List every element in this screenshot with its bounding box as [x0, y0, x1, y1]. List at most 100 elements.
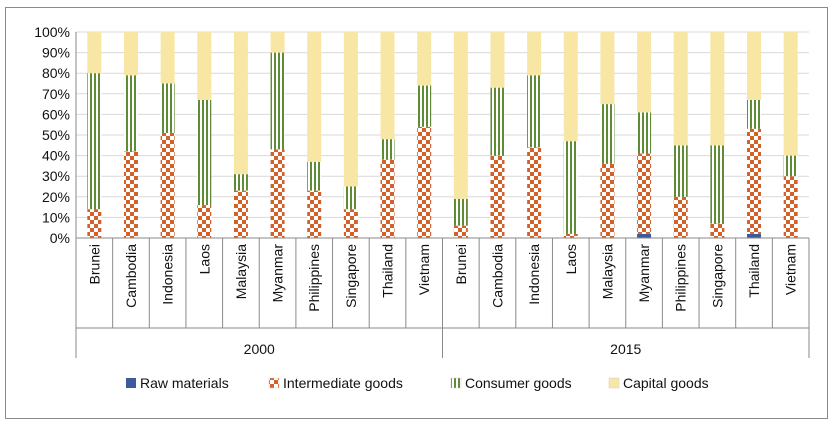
bar-consumer-2015-cambodia	[490, 87, 505, 156]
bar-capital-2015-vietnam	[783, 32, 798, 156]
bar-capital-2015-indonesia	[527, 32, 542, 76]
bar-intermediate-2015-thailand	[747, 128, 762, 234]
bar-intermediate-2015-myanmar	[637, 153, 652, 234]
bar-consumer-2015-philippines	[673, 145, 688, 197]
category-label: Laos	[563, 244, 579, 274]
group-label: 2000	[244, 341, 275, 357]
bar-raw-2015-myanmar	[637, 233, 652, 238]
bar-capital-2015-malaysia	[600, 32, 615, 105]
gridlines	[76, 31, 809, 218]
legend: Raw materials Intermediate goods Consumer …	[126, 375, 709, 391]
bar-consumer-2000-indonesia	[160, 83, 175, 133]
bar-consumer-2015-thailand	[747, 99, 762, 129]
category-label: Myanmar	[270, 244, 286, 303]
y-tick-label: 50%	[42, 127, 70, 143]
bar-capital-2015-thailand	[747, 32, 762, 100]
bar-intermediate-2000-vietnam	[417, 126, 432, 238]
bar-capital-2015-myanmar	[637, 32, 652, 113]
y-tick-label: 30%	[42, 168, 70, 184]
bar-intermediate-2015-indonesia	[527, 147, 542, 238]
bar-intermediate-2000-indonesia	[160, 132, 175, 238]
y-tick-label: 80%	[42, 65, 70, 81]
category-label: Philippines	[306, 244, 322, 312]
bar-consumer-2000-malaysia	[233, 174, 248, 191]
stacked-bar-chart: 0% 10% 20% 30% 40% 50% 60% 70% 80% 90% 100% Brunei C…	[34, 24, 810, 391]
bar-consumer-2000-philippines	[307, 161, 322, 191]
bar-intermediate-2015-laos	[563, 233, 578, 238]
bar-capital-2015-singapore	[710, 32, 725, 146]
bar-consumer-2015-vietnam	[783, 155, 798, 177]
bar-consumer-2015-singapore	[710, 145, 725, 224]
bar-consumer-2015-brunei	[453, 198, 468, 226]
bar-capital-2000-cambodia	[123, 32, 138, 76]
bar-capital-2000-myanmar	[270, 32, 285, 53]
legend-swatch-consumer	[450, 377, 462, 389]
bar-intermediate-2000-malaysia	[233, 190, 248, 238]
y-tick-label: 0%	[50, 230, 70, 246]
legend-swatch-raw	[126, 378, 136, 388]
legend-swatch-intermediate	[268, 377, 280, 389]
y-tick-label: 20%	[42, 189, 70, 205]
bar-capital-2000-laos	[197, 32, 212, 100]
bar-capital-2015-brunei	[453, 32, 468, 199]
legend-label-capital: Capital goods	[623, 375, 709, 391]
category-label: Vietnam	[783, 244, 799, 295]
category-label: Laos	[196, 244, 212, 274]
bar-capital-2000-thailand	[380, 32, 395, 140]
legend-swatch-capital	[608, 377, 620, 389]
bar-capital-2000-singapore	[343, 32, 358, 187]
bar-intermediate-2015-philippines	[673, 196, 688, 238]
bar-consumer-2015-myanmar	[637, 112, 652, 154]
bar-raw-2015-thailand	[747, 233, 762, 238]
category-label: Malaysia	[599, 244, 615, 299]
bar-capital-2000-vietnam	[417, 32, 432, 86]
category-label: Singapore	[709, 244, 725, 308]
bar-capital-2000-brunei	[87, 32, 102, 74]
legend-label-raw: Raw materials	[140, 375, 229, 391]
category-label: Indonesia	[526, 244, 542, 305]
bar-capital-2000-philippines	[307, 32, 322, 162]
bar-consumer-2015-laos	[563, 141, 578, 234]
bar-consumer-2000-laos	[197, 99, 212, 206]
y-tick-label: 60%	[42, 106, 70, 122]
bar-capital-2015-cambodia	[490, 32, 505, 88]
category-label: Myanmar	[636, 244, 652, 303]
chart-frame: 0% 10% 20% 30% 40% 50% 60% 70% 80% 90% 100% Brunei C…	[5, 7, 828, 419]
y-tick-label: 90%	[42, 45, 70, 61]
bar-intermediate-2000-philippines	[307, 190, 322, 238]
bar-consumer-2015-indonesia	[527, 75, 542, 148]
bar-intermediate-2000-thailand	[380, 159, 395, 238]
bar-consumer-2015-malaysia	[600, 104, 615, 164]
bar-intermediate-2000-singapore	[343, 209, 358, 238]
bar-consumer-2000-brunei	[87, 73, 102, 210]
bar-capital-2015-laos	[563, 32, 578, 142]
bar-intermediate-2015-brunei	[453, 225, 468, 238]
bar-intermediate-2000-myanmar	[270, 149, 285, 238]
category-label: Thailand	[746, 244, 762, 298]
y-tick-label: 100%	[34, 24, 70, 40]
bar-consumer-2000-singapore	[343, 186, 358, 210]
category-label: Malaysia	[233, 244, 249, 299]
bar-intermediate-2015-vietnam	[783, 176, 798, 238]
bar-intermediate-2000-brunei	[87, 209, 102, 238]
category-label: Thailand	[380, 244, 396, 298]
bar-intermediate-2000-laos	[197, 205, 212, 238]
category-label: Philippines	[673, 244, 689, 312]
bar-intermediate-2000-cambodia	[123, 151, 138, 238]
category-label: Singapore	[343, 244, 359, 308]
bar-consumer-2000-thailand	[380, 139, 395, 160]
legend-label-intermediate: Intermediate goods	[283, 375, 403, 391]
group-label: 2015	[610, 341, 641, 357]
y-tick-label: 40%	[42, 148, 70, 164]
axes: 0% 10% 20% 30% 40% 50% 60% 70% 80% 90% 100% Brunei C…	[34, 24, 810, 358]
category-label: Brunei	[453, 244, 469, 284]
bar-consumer-2000-vietnam	[417, 85, 432, 127]
category-label: Cambodia	[123, 244, 139, 308]
category-label: Indonesia	[160, 244, 176, 305]
category-label: Vietnam	[416, 244, 432, 295]
bar-intermediate-2015-malaysia	[600, 163, 615, 238]
legend-label-consumer: Consumer goods	[465, 375, 572, 391]
category-label: Brunei	[86, 244, 102, 284]
bar-intermediate-2015-cambodia	[490, 155, 505, 238]
bar-consumer-2000-myanmar	[270, 52, 285, 150]
